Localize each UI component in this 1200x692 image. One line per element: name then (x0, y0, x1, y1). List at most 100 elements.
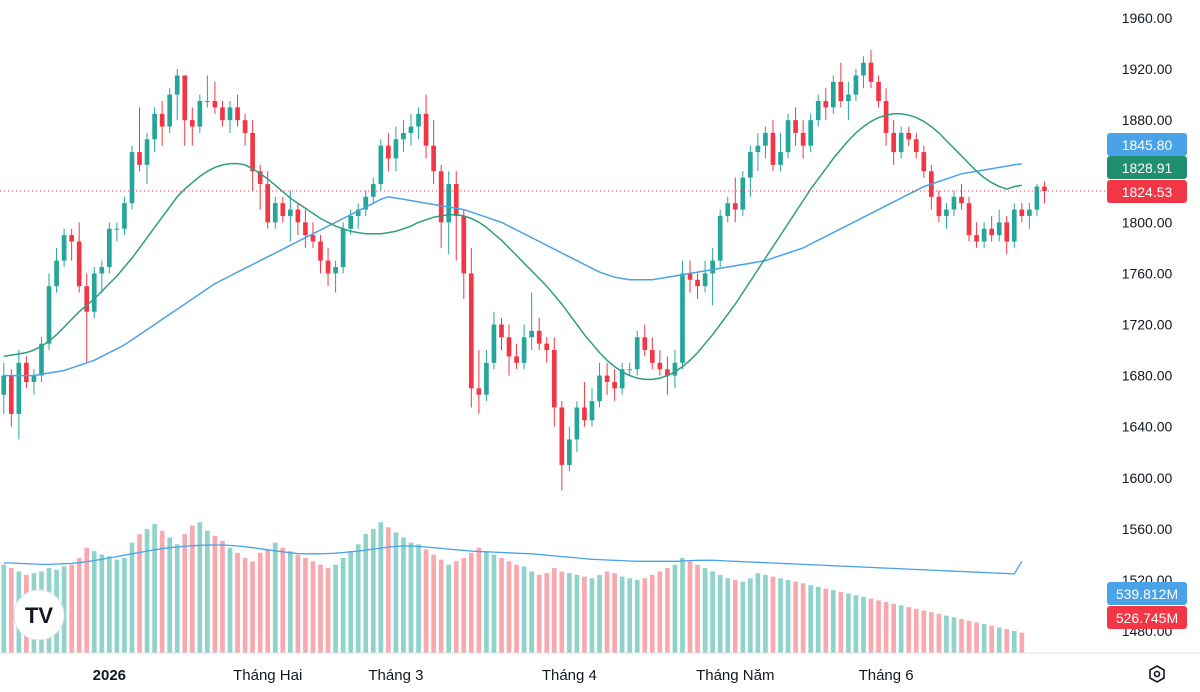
candle (99, 260, 105, 293)
volume-bar (280, 547, 286, 653)
volume-bar (536, 574, 542, 653)
candle-body (54, 260, 59, 287)
price-tick-label: 1960.00 (1122, 10, 1173, 26)
candle (974, 222, 979, 248)
volume-bar (717, 574, 723, 653)
volume-bar (921, 610, 927, 653)
candle-body (1034, 186, 1040, 210)
candle (167, 88, 173, 133)
candle-body (325, 260, 331, 274)
price-tick-label: 1760.00 (1122, 265, 1173, 281)
candle-body (340, 228, 346, 268)
volume-bar (61, 566, 67, 653)
tradingview-logo-icon[interactable]: TV (13, 589, 65, 641)
volume-bar (1019, 632, 1025, 653)
candle-body (355, 209, 361, 216)
candle-body (876, 81, 881, 102)
volume-bar (325, 568, 331, 653)
candle-body (936, 196, 942, 216)
candle (514, 343, 519, 370)
volume-bar (551, 568, 557, 653)
volume-bar (303, 557, 308, 653)
volume-bar (310, 561, 316, 653)
candle (303, 209, 308, 248)
candle-body (966, 203, 972, 236)
candle-body (393, 139, 399, 159)
candle-body (122, 203, 127, 229)
candle-body (996, 222, 1002, 236)
candle-body (303, 222, 308, 236)
volume-bar (861, 596, 866, 653)
volume-bar (597, 574, 602, 653)
candle-body (951, 196, 957, 210)
volume-bar (468, 552, 474, 653)
candle (898, 126, 904, 159)
candle (853, 69, 859, 102)
candle (107, 222, 112, 274)
candle (280, 196, 286, 223)
candle (1034, 184, 1040, 216)
volume-bar (521, 566, 527, 653)
candle (1, 362, 7, 414)
candle (1027, 203, 1032, 229)
gear-icon[interactable] (1149, 665, 1165, 683)
candle (242, 113, 248, 146)
candle (589, 388, 595, 427)
candle (536, 318, 542, 351)
candle-body (197, 101, 203, 127)
candle (936, 190, 942, 223)
candle (129, 145, 135, 210)
candle-body (348, 215, 354, 229)
candle-body (152, 113, 157, 140)
candle-body (91, 273, 97, 312)
candle (370, 177, 376, 204)
candle-body (574, 407, 580, 440)
candle (823, 88, 829, 121)
volume-bar (604, 571, 610, 653)
candle-body (144, 139, 150, 165)
candle (597, 362, 602, 408)
volume-bar (107, 556, 112, 653)
candle-body (544, 343, 550, 351)
candle (212, 81, 218, 114)
volume-bar (453, 561, 459, 653)
candle (378, 139, 384, 191)
price-axis: 1960.001920.001880.001840.001800.001760.… (1122, 10, 1173, 639)
candle-body (423, 113, 429, 146)
candle-body (205, 101, 210, 103)
volume-bar (649, 574, 655, 653)
candle-body (838, 81, 844, 102)
volume-bar (446, 564, 452, 653)
volume-bar (582, 576, 587, 653)
candle (981, 222, 987, 248)
candle-body (287, 209, 293, 216)
volume-bar (763, 574, 768, 653)
candle (996, 209, 1002, 242)
candle (1011, 203, 1017, 248)
candle-body (725, 203, 731, 216)
candle-body (642, 337, 648, 351)
candle (778, 132, 783, 172)
volume-bar (235, 552, 240, 653)
candle-body (167, 94, 173, 127)
volume-bar (152, 523, 157, 653)
candle-body (46, 286, 52, 344)
candle-body (1011, 209, 1017, 242)
candle (363, 190, 369, 216)
candle-body (604, 375, 610, 382)
last-volume-badge: 526.745M (1107, 606, 1187, 629)
candle-body (808, 120, 814, 146)
volume-bar (996, 627, 1002, 653)
volume-bar (99, 554, 105, 653)
candle-body (476, 388, 482, 395)
candle (69, 228, 74, 261)
candle-body (589, 401, 595, 421)
volume-bar (378, 522, 384, 653)
candle-body (514, 356, 519, 363)
volume-bar (84, 547, 90, 653)
candle-body (220, 107, 225, 121)
candle (340, 222, 346, 274)
volume-bar (853, 595, 859, 653)
volume-bar (401, 537, 406, 653)
